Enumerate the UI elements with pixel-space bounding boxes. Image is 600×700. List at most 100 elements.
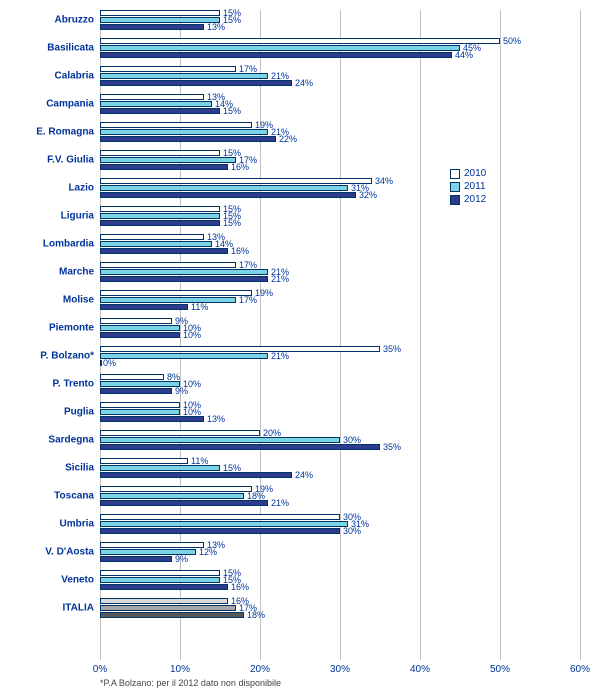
bar: [100, 220, 220, 226]
bar-value-label: 21%: [268, 275, 289, 283]
plot-area: Abruzzo15%15%13%Basilicata50%45%44%Calab…: [100, 10, 580, 660]
bar: [100, 374, 164, 380]
category-group: P. Trento8%10%9%: [100, 374, 580, 394]
bar: [100, 304, 188, 310]
bar: [100, 10, 220, 16]
legend-label: 2010: [464, 168, 486, 179]
category-label: Toscana: [54, 491, 100, 502]
bar: [100, 318, 172, 324]
category-group: Abruzzo15%15%13%: [100, 10, 580, 30]
category-group: Piemonte9%10%10%: [100, 318, 580, 338]
bar: [100, 325, 180, 331]
x-tick-label: 30%: [330, 664, 350, 675]
chart-container: Abruzzo15%15%13% Basilicata50%45%44% Calab…: [0, 0, 600, 700]
bar-value-label: 10%: [180, 331, 201, 339]
category-label: Marche: [59, 267, 100, 278]
bar-value-label: 32%: [356, 191, 377, 199]
x-tick-label: 20%: [250, 664, 270, 675]
category-group: Basilicata50%45%44%: [100, 38, 580, 58]
category-label: Lombardia: [43, 239, 100, 250]
bar-value-label: 11%: [188, 303, 208, 311]
bar-value-label: 8%: [164, 373, 180, 381]
bar: [100, 458, 188, 464]
category-label: Sicilia: [65, 463, 100, 474]
bar: [100, 185, 348, 191]
x-tick-label: 10%: [170, 664, 190, 675]
bar: [100, 164, 228, 170]
bar-value-label: 15%: [220, 107, 241, 115]
bar: [100, 430, 260, 436]
bar-value-label: 16%: [228, 247, 249, 255]
bar-value-label: 21%: [268, 352, 289, 360]
category-group: ITALIA16%17%18%: [100, 598, 580, 618]
bar: [100, 150, 220, 156]
bar: [100, 486, 252, 492]
bar-value-label: 30%: [340, 527, 361, 535]
category-group: Liguria15%15%15%: [100, 206, 580, 226]
bar-value-label: 16%: [228, 163, 249, 171]
legend-swatch: [450, 195, 460, 205]
bar-value-label: 0%: [100, 359, 116, 367]
bar: [100, 570, 220, 576]
bar-value-label: 35%: [380, 345, 401, 353]
bar-value-label: 44%: [452, 51, 473, 59]
bar: [100, 353, 268, 359]
bar: [100, 409, 180, 415]
category-group: Campania13%14%15%: [100, 94, 580, 114]
bar: [100, 346, 380, 352]
legend-label: 2011: [464, 181, 486, 192]
category-group: Toscana19%18%21%: [100, 486, 580, 506]
bar: [100, 269, 268, 275]
bar: [100, 17, 220, 23]
bar: [100, 94, 204, 100]
legend-item: 2011: [450, 181, 486, 192]
category-group: E. Romagna19%21%22%: [100, 122, 580, 142]
bar: [100, 276, 268, 282]
bar-value-label: 20%: [260, 429, 281, 437]
category-group: Sicilia11%15%24%: [100, 458, 580, 478]
bar: [100, 24, 204, 30]
bar: [100, 444, 380, 450]
bar-value-label: 17%: [236, 296, 257, 304]
bar-value-label: 24%: [292, 79, 313, 87]
bar: [100, 465, 220, 471]
bar-value-label: 22%: [276, 135, 297, 143]
bar-value-label: 34%: [372, 177, 393, 185]
legend-swatch: [450, 182, 460, 192]
bar-value-label: 12%: [196, 548, 217, 556]
bar-value-label: 11%: [188, 457, 208, 465]
bar: [100, 129, 268, 135]
bar: [100, 388, 172, 394]
bar: [100, 332, 180, 338]
bar: [100, 605, 236, 611]
category-group: Lombardia13%14%16%: [100, 234, 580, 254]
bar: [100, 108, 220, 114]
bar: [100, 542, 204, 548]
bar: [100, 192, 356, 198]
category-label: ITALIA: [63, 603, 100, 614]
bar-value-label: 18%: [244, 492, 265, 500]
bar: [100, 45, 460, 51]
bar: [100, 80, 292, 86]
bar: [100, 500, 268, 506]
bar: [100, 584, 228, 590]
bar: [100, 262, 236, 268]
category-group: Molise19%17%11%: [100, 290, 580, 310]
category-label: Lazio: [68, 183, 100, 194]
category-label: Campania: [46, 99, 100, 110]
bar: [100, 514, 340, 520]
legend: 201020112012: [450, 168, 486, 207]
bar-value-label: 17%: [236, 65, 257, 73]
bar: [100, 402, 180, 408]
bar-value-label: 10%: [180, 408, 201, 416]
category-label: Liguria: [61, 211, 100, 222]
category-group: Marche17%21%21%: [100, 262, 580, 282]
category-group: Puglia10%10%13%: [100, 402, 580, 422]
x-tick-label: 0%: [93, 664, 107, 675]
category-label: Calabria: [55, 71, 100, 82]
footnote-text: *P.A Bolzano: per il 2012 dato non dispo…: [100, 678, 281, 688]
bar-value-label: 24%: [292, 471, 313, 479]
bar: [100, 612, 244, 618]
bar: [100, 213, 220, 219]
category-group: Sardegna20%30%35%: [100, 430, 580, 450]
